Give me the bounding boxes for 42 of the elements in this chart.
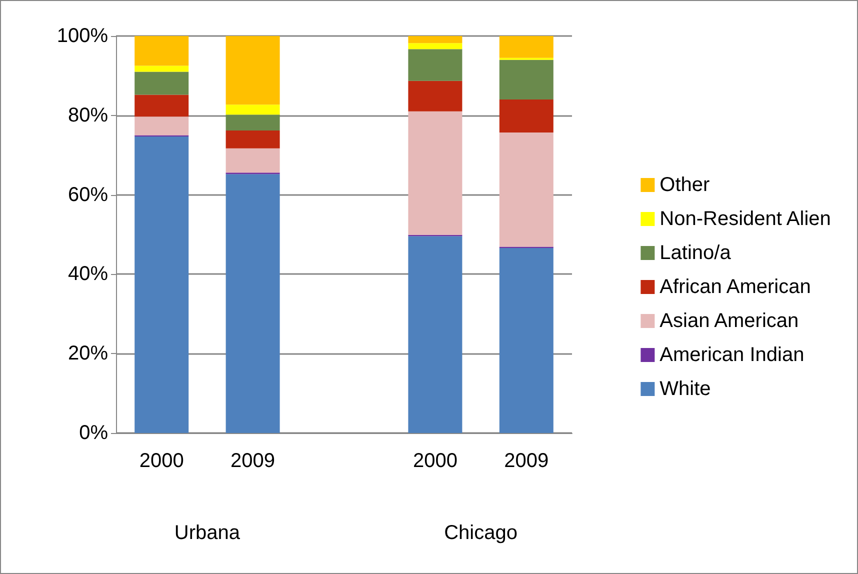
bar xyxy=(499,248,554,433)
bar xyxy=(408,111,462,235)
x-tick-label: 2009 xyxy=(230,450,276,472)
legend-label: American Indian xyxy=(660,344,804,366)
bar xyxy=(134,116,189,136)
legend-label: Latino/a xyxy=(660,242,732,264)
y-tick-label: 60% xyxy=(68,184,108,206)
bar xyxy=(499,100,554,132)
legend-label: Asian American xyxy=(660,310,799,332)
text: Urbana xyxy=(174,522,241,544)
bar xyxy=(226,36,280,105)
bar xyxy=(134,136,189,433)
legend-label: Other xyxy=(660,174,710,196)
bar xyxy=(408,36,462,44)
legend-label: White xyxy=(660,378,711,400)
y-tick-label: 80% xyxy=(68,104,108,126)
bar xyxy=(134,94,189,117)
bar xyxy=(499,60,554,100)
text: Chicago xyxy=(444,522,518,544)
bar xyxy=(134,66,189,72)
bar xyxy=(226,174,280,433)
x-tick-label: 2000 xyxy=(412,450,458,472)
bar xyxy=(134,72,189,95)
x-tick-label: 2009 xyxy=(504,450,549,472)
y-tick-label: 0% xyxy=(79,422,108,444)
y-tick-label: 20% xyxy=(68,342,108,365)
legend-label: Non-Resident Alien xyxy=(660,208,831,230)
legend-label: African American xyxy=(660,276,811,298)
bar xyxy=(499,132,554,247)
bar xyxy=(134,36,189,66)
y-tick-label: 100% xyxy=(56,25,108,47)
bar xyxy=(226,114,280,130)
bar xyxy=(408,80,462,112)
bar xyxy=(499,36,554,58)
bar xyxy=(408,49,462,81)
bar xyxy=(408,43,462,50)
bar xyxy=(226,148,280,173)
bar xyxy=(226,104,280,115)
bar xyxy=(408,236,462,433)
y-tick-label: 40% xyxy=(68,263,108,286)
x-tick-label: 2000 xyxy=(139,450,184,472)
bar xyxy=(226,130,280,148)
